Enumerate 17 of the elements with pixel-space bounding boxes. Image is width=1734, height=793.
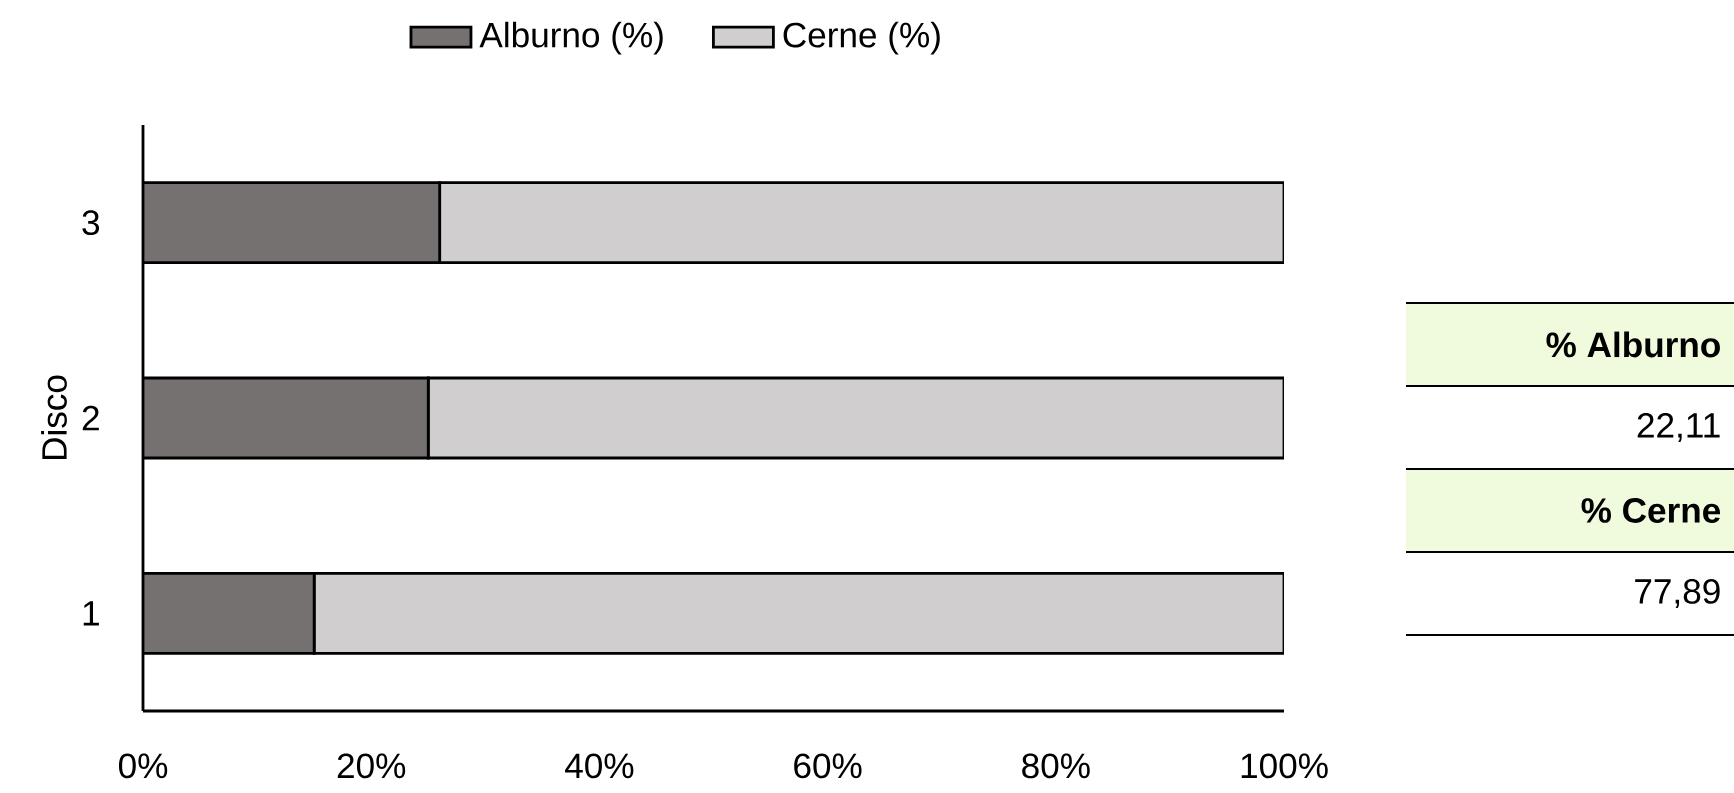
text: % Alburno [1546,331,1720,358]
x-tick-label: 80% [1022,753,1090,779]
x-tick-label: 20% [337,753,406,779]
text: 77,89 [1635,578,1720,609]
y-tick-label: 1 [83,601,99,626]
text: 22,11 [1637,412,1720,443]
y-tick-label: 3 [82,210,100,236]
y-axis-title: Disco [41,375,67,460]
x-tick-label: 40% [565,753,634,779]
x-tick-label: 0% [118,753,168,779]
text: % Cerne [1581,498,1721,523]
x-tick-label: 100% [1241,753,1328,779]
legend-label: Alburno (%) [479,21,663,55]
legend-label: Cerne (%) [783,21,940,55]
x-tick-label: 60% [794,753,862,779]
bar [143,376,430,460]
y-tick-label: 2 [82,405,99,431]
